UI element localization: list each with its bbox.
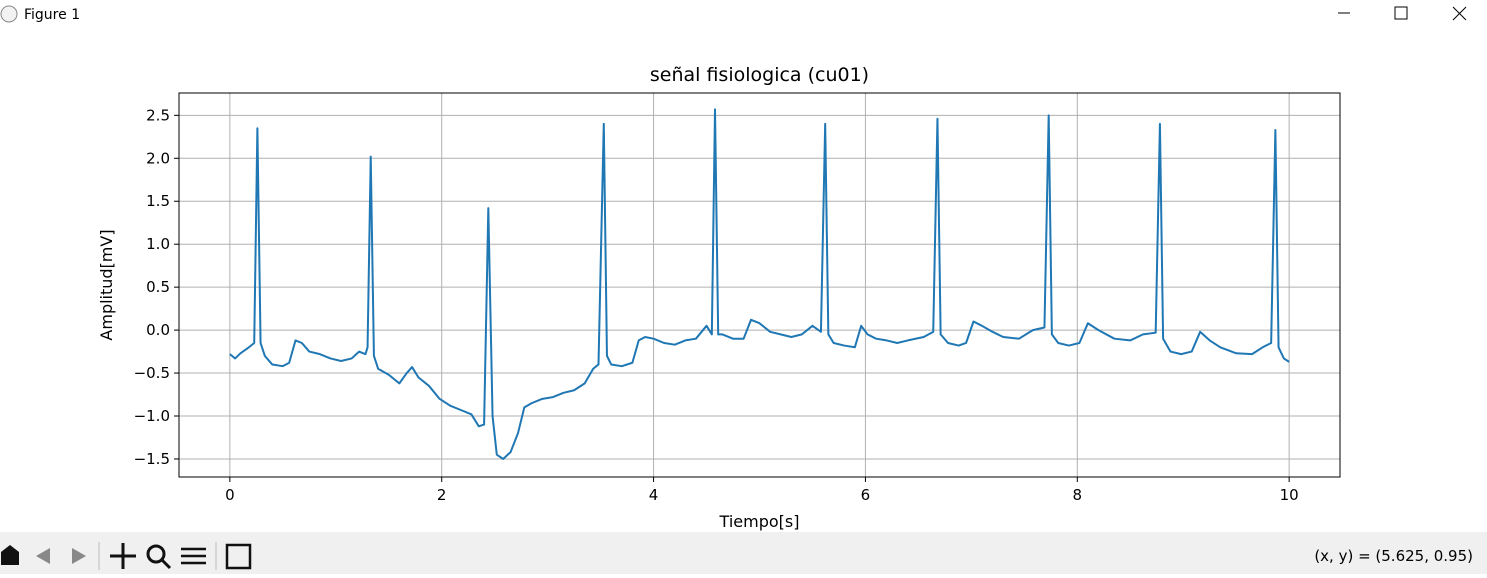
zoom-handle [160, 558, 172, 570]
plot-frame [178, 92, 1341, 478]
y-tick-label: 1.5 [146, 192, 170, 210]
x-tick-label: 2 [437, 486, 447, 504]
chart: 0 2 4 6 8 10 −1.5 −1.0 −0.5 0.0 0.5 1.0 1.5 2.0 2.5 señ… [97, 64, 1341, 531]
toolbar [0, 532, 1487, 574]
chart-title: señal fisiologica (cu01) [650, 64, 869, 86]
close-button[interactable] [1452, 6, 1467, 21]
y-tick-label: −0.5 [134, 364, 170, 382]
maximize-button[interactable] [1394, 6, 1408, 20]
x-tick-label: 0 [225, 486, 235, 504]
coordinates: (x, y) = (5.625, 0.95) [1314, 547, 1473, 565]
app-icon [0, 5, 18, 23]
window-title: Figure 1 [24, 7, 80, 23]
title-bar [0, 0, 1487, 30]
y-axis-label: Amplitud[mV] [97, 229, 116, 340]
y-tick-label: −1.5 [134, 450, 170, 468]
save-button[interactable] [225, 543, 252, 570]
y-tick-label: 2.0 [146, 149, 170, 167]
back-button[interactable] [36, 548, 50, 564]
configure-button[interactable] [181, 547, 206, 565]
signal-line [229, 108, 1290, 460]
pan-button[interactable] [110, 543, 136, 569]
x-axis-label: Tiempo[s] [719, 512, 800, 531]
y-tick-label: 1.0 [146, 235, 170, 253]
x-tick-label: 6 [861, 486, 871, 504]
y-tick-label: 2.5 [146, 106, 170, 124]
home-button[interactable] [1, 545, 19, 565]
zoom-button[interactable] [146, 544, 166, 564]
x-tick-label: 4 [649, 486, 659, 504]
y-tick-label: −1.0 [134, 407, 170, 425]
y-tick-label: 0.5 [146, 278, 170, 296]
forward-button[interactable] [72, 548, 86, 564]
y-tick-label: 0.0 [146, 321, 170, 339]
x-tick-label: 8 [1073, 486, 1083, 504]
x-tick-label: 10 [1280, 486, 1299, 504]
